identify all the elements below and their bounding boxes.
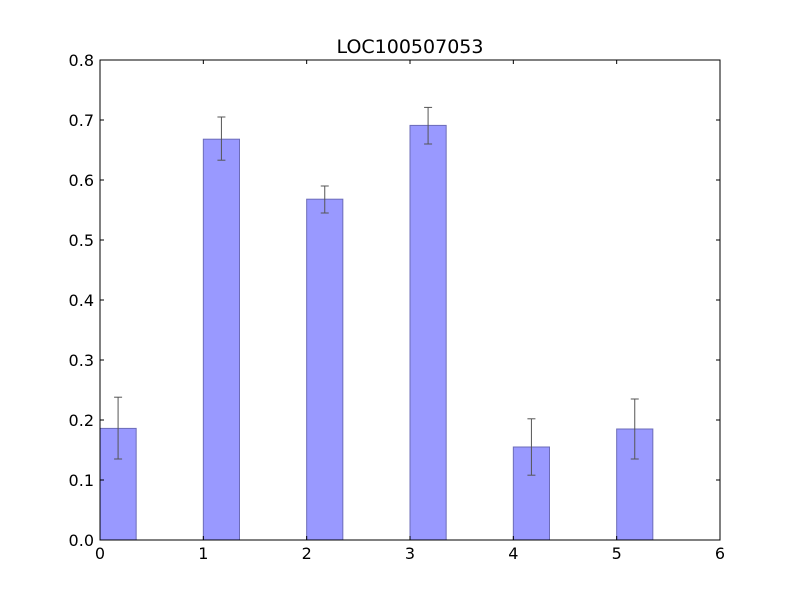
y-tick-label: 0.5 [69, 231, 94, 250]
chart-title: LOC100507053 [337, 36, 484, 58]
x-tick-label: 5 [612, 544, 622, 563]
x-tick-label: 6 [715, 544, 725, 563]
bar [202, 138, 240, 541]
y-tick-label: 0.7 [69, 111, 94, 130]
x-tick-label: 4 [508, 544, 518, 563]
x-axis: 0 1 2 3 4 5 6 [95, 60, 725, 563]
y-axis: 0.0 0.1 0.2 0.3 0.4 0.5 0.6 0.7 0.8 [69, 51, 720, 550]
error-bars-group [114, 106, 639, 476]
y-tick-label: 0.2 [69, 411, 94, 430]
x-tick-label: 0 [95, 544, 105, 563]
x-tick-label: 1 [198, 544, 208, 563]
y-tick-label: 0.3 [69, 351, 94, 370]
x-tick-label: 3 [405, 544, 415, 563]
bar [306, 198, 344, 541]
bars-group [99, 124, 654, 541]
y-tick-label: 0.4 [69, 291, 94, 310]
y-tick-label: 0.1 [69, 471, 94, 490]
x-tick-label: 2 [302, 544, 312, 563]
y-tick-label: 0.6 [69, 171, 94, 190]
y-tick-label: 0.8 [69, 51, 94, 70]
y-tick-label: 0.0 [69, 531, 94, 550]
bar [409, 124, 447, 541]
